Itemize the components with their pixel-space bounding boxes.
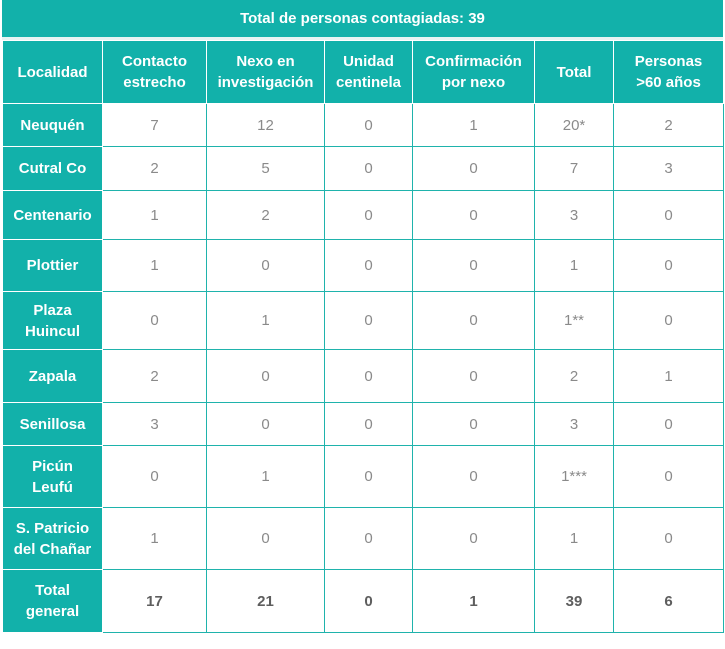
cell-total: 1 — [534, 239, 614, 292]
cell-nexo-en-investigacion: 0 — [206, 402, 325, 446]
cell-nexo-en-investigacion: 1 — [206, 445, 325, 508]
header-row: Localidad Contacto estrecho Nexo en inve… — [2, 40, 724, 104]
cell-contacto-estrecho: 2 — [102, 146, 207, 191]
cases-document: Total de personas contagiadas: 39 Locali… — [2, 0, 724, 633]
header-confirmacion-por-nexo: Confirmación por nexo — [412, 40, 535, 104]
table-row: Senillosa 3 0 0 0 3 0 — [2, 402, 724, 446]
cell-total: 3 — [534, 190, 614, 240]
cell-personas-60: 0 — [613, 291, 724, 350]
cell-total: 20* — [534, 103, 614, 147]
table-title: Total de personas contagiadas: 39 — [2, 0, 723, 40]
cell-nexo-en-investigacion: 1 — [206, 291, 325, 350]
cell-nexo-en-investigacion: 12 — [206, 103, 325, 147]
cell-personas-60: 2 — [613, 103, 724, 147]
cell-unidad-centinela: 0 — [324, 291, 413, 350]
cell-contacto-estrecho: 1 — [102, 190, 207, 240]
cell-nexo-en-investigacion: 5 — [206, 146, 325, 191]
cell-contacto-estrecho: 0 — [102, 445, 207, 508]
cell-nexo-en-investigacion: 0 — [206, 239, 325, 292]
total-row: Total general 17 21 0 1 39 6 — [2, 569, 724, 633]
header-unidad-centinela: Unidad centinela — [324, 40, 413, 104]
cell-confirmacion-por-nexo: 0 — [412, 402, 535, 446]
cell-nexo-en-investigacion: 0 — [206, 349, 325, 403]
cell-personas-60: 0 — [613, 239, 724, 292]
cell-nexo-en-investigacion: 0 — [206, 507, 325, 570]
cell-unidad-centinela: 0 — [324, 103, 413, 147]
cell-total: 1*** — [534, 445, 614, 508]
row-localidad: S. Patricio del Chañar — [2, 507, 103, 570]
cell-contacto-estrecho: 7 — [102, 103, 207, 147]
cell-personas-60: 3 — [613, 146, 724, 191]
row-localidad: Cutral Co — [2, 146, 103, 191]
total-unidad-centinela: 0 — [324, 569, 413, 633]
cell-personas-60: 0 — [613, 190, 724, 240]
cell-confirmacion-por-nexo: 0 — [412, 445, 535, 508]
cell-unidad-centinela: 0 — [324, 507, 413, 570]
cell-total: 1** — [534, 291, 614, 350]
table-row: Neuquén 7 12 0 1 20* 2 — [2, 103, 724, 147]
cell-contacto-estrecho: 0 — [102, 291, 207, 350]
cell-confirmacion-por-nexo: 0 — [412, 146, 535, 191]
total-total: 39 — [534, 569, 614, 633]
header-personas-60: Personas >60 años — [613, 40, 724, 104]
row-localidad: Picún Leufú — [2, 445, 103, 508]
cell-contacto-estrecho: 2 — [102, 349, 207, 403]
cell-personas-60: 0 — [613, 507, 724, 570]
row-localidad: Plottier — [2, 239, 103, 292]
row-localidad: Zapala — [2, 349, 103, 403]
table-row: Cutral Co 2 5 0 0 7 3 — [2, 146, 724, 191]
total-confirmacion-por-nexo: 1 — [412, 569, 535, 633]
cell-unidad-centinela: 0 — [324, 239, 413, 292]
cell-total: 7 — [534, 146, 614, 191]
total-contacto-estrecho: 17 — [102, 569, 207, 633]
row-localidad: Senillosa — [2, 402, 103, 446]
table-row: Plottier 1 0 0 0 1 0 — [2, 239, 724, 292]
header-nexo-en-investigacion: Nexo en investigación — [206, 40, 325, 104]
row-localidad: Centenario — [2, 190, 103, 240]
cell-total: 1 — [534, 507, 614, 570]
total-label: Total general — [2, 569, 103, 633]
cell-unidad-centinela: 0 — [324, 190, 413, 240]
cell-confirmacion-por-nexo: 0 — [412, 349, 535, 403]
cell-personas-60: 1 — [613, 349, 724, 403]
cell-contacto-estrecho: 1 — [102, 507, 207, 570]
header-contacto-estrecho: Contacto estrecho — [102, 40, 207, 104]
cell-contacto-estrecho: 3 — [102, 402, 207, 446]
cell-confirmacion-por-nexo: 0 — [412, 239, 535, 292]
cell-confirmacion-por-nexo: 1 — [412, 103, 535, 147]
cell-unidad-centinela: 0 — [324, 146, 413, 191]
cell-unidad-centinela: 0 — [324, 402, 413, 446]
cell-personas-60: 0 — [613, 445, 724, 508]
cases-table: Localidad Contacto estrecho Nexo en inve… — [2, 40, 724, 633]
cell-personas-60: 0 — [613, 402, 724, 446]
cell-nexo-en-investigacion: 2 — [206, 190, 325, 240]
cell-confirmacion-por-nexo: 0 — [412, 190, 535, 240]
table-row: Plaza Huincul 0 1 0 0 1** 0 — [2, 291, 724, 350]
cell-total: 3 — [534, 402, 614, 446]
row-localidad: Neuquén — [2, 103, 103, 147]
table-row: Zapala 2 0 0 0 2 1 — [2, 349, 724, 403]
table-row: Picún Leufú 0 1 0 0 1*** 0 — [2, 445, 724, 508]
cell-total: 2 — [534, 349, 614, 403]
header-total: Total — [534, 40, 614, 104]
cell-contacto-estrecho: 1 — [102, 239, 207, 292]
total-nexo-en-investigacion: 21 — [206, 569, 325, 633]
cell-unidad-centinela: 0 — [324, 445, 413, 508]
cell-confirmacion-por-nexo: 0 — [412, 507, 535, 570]
cell-confirmacion-por-nexo: 0 — [412, 291, 535, 350]
table-row: Centenario 1 2 0 0 3 0 — [2, 190, 724, 240]
header-localidad: Localidad — [2, 40, 103, 104]
total-personas-60: 6 — [613, 569, 724, 633]
row-localidad: Plaza Huincul — [2, 291, 103, 350]
table-row: S. Patricio del Chañar 1 0 0 0 1 0 — [2, 507, 724, 570]
cell-unidad-centinela: 0 — [324, 349, 413, 403]
